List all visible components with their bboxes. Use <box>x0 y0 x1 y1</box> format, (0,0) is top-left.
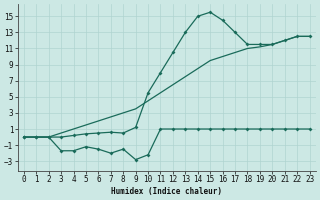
X-axis label: Humidex (Indice chaleur): Humidex (Indice chaleur) <box>111 187 222 196</box>
